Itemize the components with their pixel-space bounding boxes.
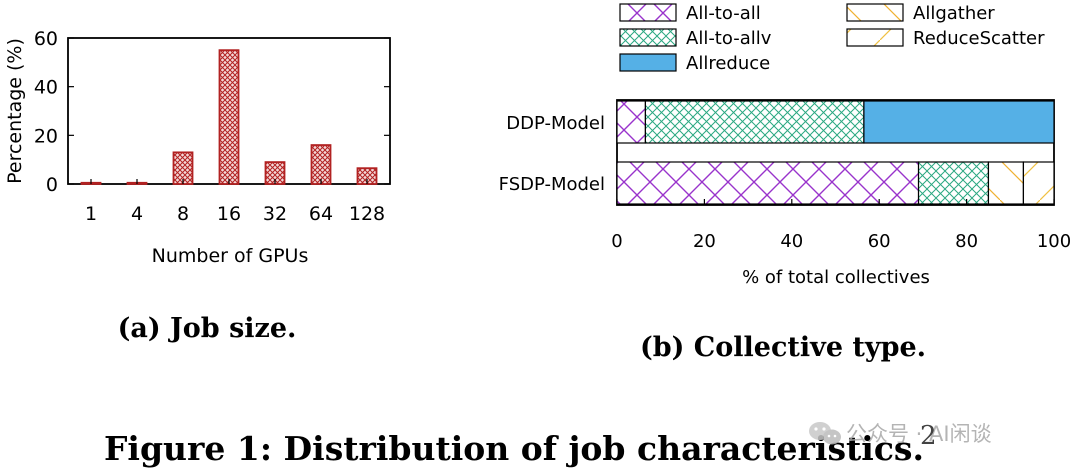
collective-type-chart: All-to-all All-to-allv Allreduce Allgather R… [499, 3, 1072, 363]
job-size-chart: 0 20 40 60 1 4 8 16 32 64 128 Percentage (%) Numb… [4, 28, 391, 344]
x-tick-label-8: 8 [177, 203, 189, 225]
watermark-text: 公众号 · AI闲谈 [846, 422, 992, 446]
collective-type-x-ticks: 0 20 40 60 80 100 [611, 199, 1071, 252]
y-tick-label-0: 0 [46, 174, 58, 196]
category-label-fsdp-model: FSDP-Model [499, 174, 605, 195]
segment-fsdp-model-all-to-all [616, 161, 920, 205]
x-tick-label-16: 16 [217, 203, 241, 225]
collective-type-plot-area [616, 99, 1055, 206]
x-tick-label-100: 100 [1037, 231, 1071, 252]
page-number: 2 [920, 421, 937, 451]
bar-64-gpus [310, 144, 332, 185]
segment-ddp-model-all-to-all [616, 100, 647, 144]
segment-fsdp-model-all-to-allv [917, 161, 990, 205]
job-size-y-axis-label: Percentage (%) [4, 38, 26, 184]
collective-type-category-labels: DDP-Model FSDP-Model [499, 113, 605, 195]
legend-label-reducescatter: ReduceScatter [913, 28, 1045, 49]
legend-label-allgather: Allgather [913, 3, 995, 24]
legend-label-all-to-all: All-to-all [686, 3, 761, 24]
category-label-ddp-model: DDP-Model [506, 113, 605, 134]
segment-fsdp-model-allgather [987, 161, 1025, 205]
legend-swatch-all-to-allv [619, 28, 677, 47]
bar-16-gpus [218, 49, 240, 185]
x-tick-label-128: 128 [349, 203, 385, 225]
job-size-y-ticks: 0 20 40 60 [34, 28, 390, 196]
y-tick-label-40: 40 [34, 77, 58, 99]
job-size-bars [80, 49, 378, 185]
x-tick-label-32: 32 [263, 203, 287, 225]
wechat-icon [809, 422, 841, 445]
x-tick-label-60: 60 [868, 231, 891, 252]
legend-label-allreduce: Allreduce [686, 53, 770, 74]
legend-swatch-reducescatter [846, 28, 904, 47]
x-tick-label-4: 4 [131, 203, 143, 225]
job-size-x-ticks: 1 4 8 16 32 64 128 [85, 179, 385, 225]
x-tick-label-0: 0 [611, 231, 622, 252]
x-tick-label-80: 80 [955, 231, 978, 252]
legend-label-all-to-allv: All-to-allv [686, 28, 772, 49]
y-tick-label-20: 20 [34, 125, 58, 147]
collective-type-bars [616, 100, 1055, 205]
segment-ddp-model-all-to-allv [644, 100, 865, 144]
watermark: 公众号 · AI闲谈 2 [809, 421, 992, 451]
y-tick-label-60: 60 [34, 28, 58, 50]
collective-type-x-axis-label: % of total collectives [742, 267, 930, 288]
collective-type-caption: (b) Collective type. [640, 332, 926, 363]
segment-fsdp-model-reducescatter [1022, 161, 1055, 205]
segment-ddp-model-allreduce [863, 100, 1055, 144]
job-size-x-axis-label: Number of GPUs [152, 245, 309, 267]
job-size-caption: (a) Job size. [118, 313, 297, 344]
x-tick-label-64: 64 [309, 203, 333, 225]
collective-type-legend: All-to-all All-to-allv Allreduce Allgather R… [619, 3, 1045, 74]
legend-swatch-allgather [846, 3, 904, 22]
x-tick-label-20: 20 [693, 231, 716, 252]
x-tick-label-1: 1 [85, 203, 97, 225]
legend-swatch-all-to-all [619, 3, 677, 22]
legend-swatch-allreduce [619, 53, 677, 72]
figure-caption: Figure 1: Distribution of job characteri… [104, 429, 924, 468]
x-tick-label-40: 40 [780, 231, 803, 252]
